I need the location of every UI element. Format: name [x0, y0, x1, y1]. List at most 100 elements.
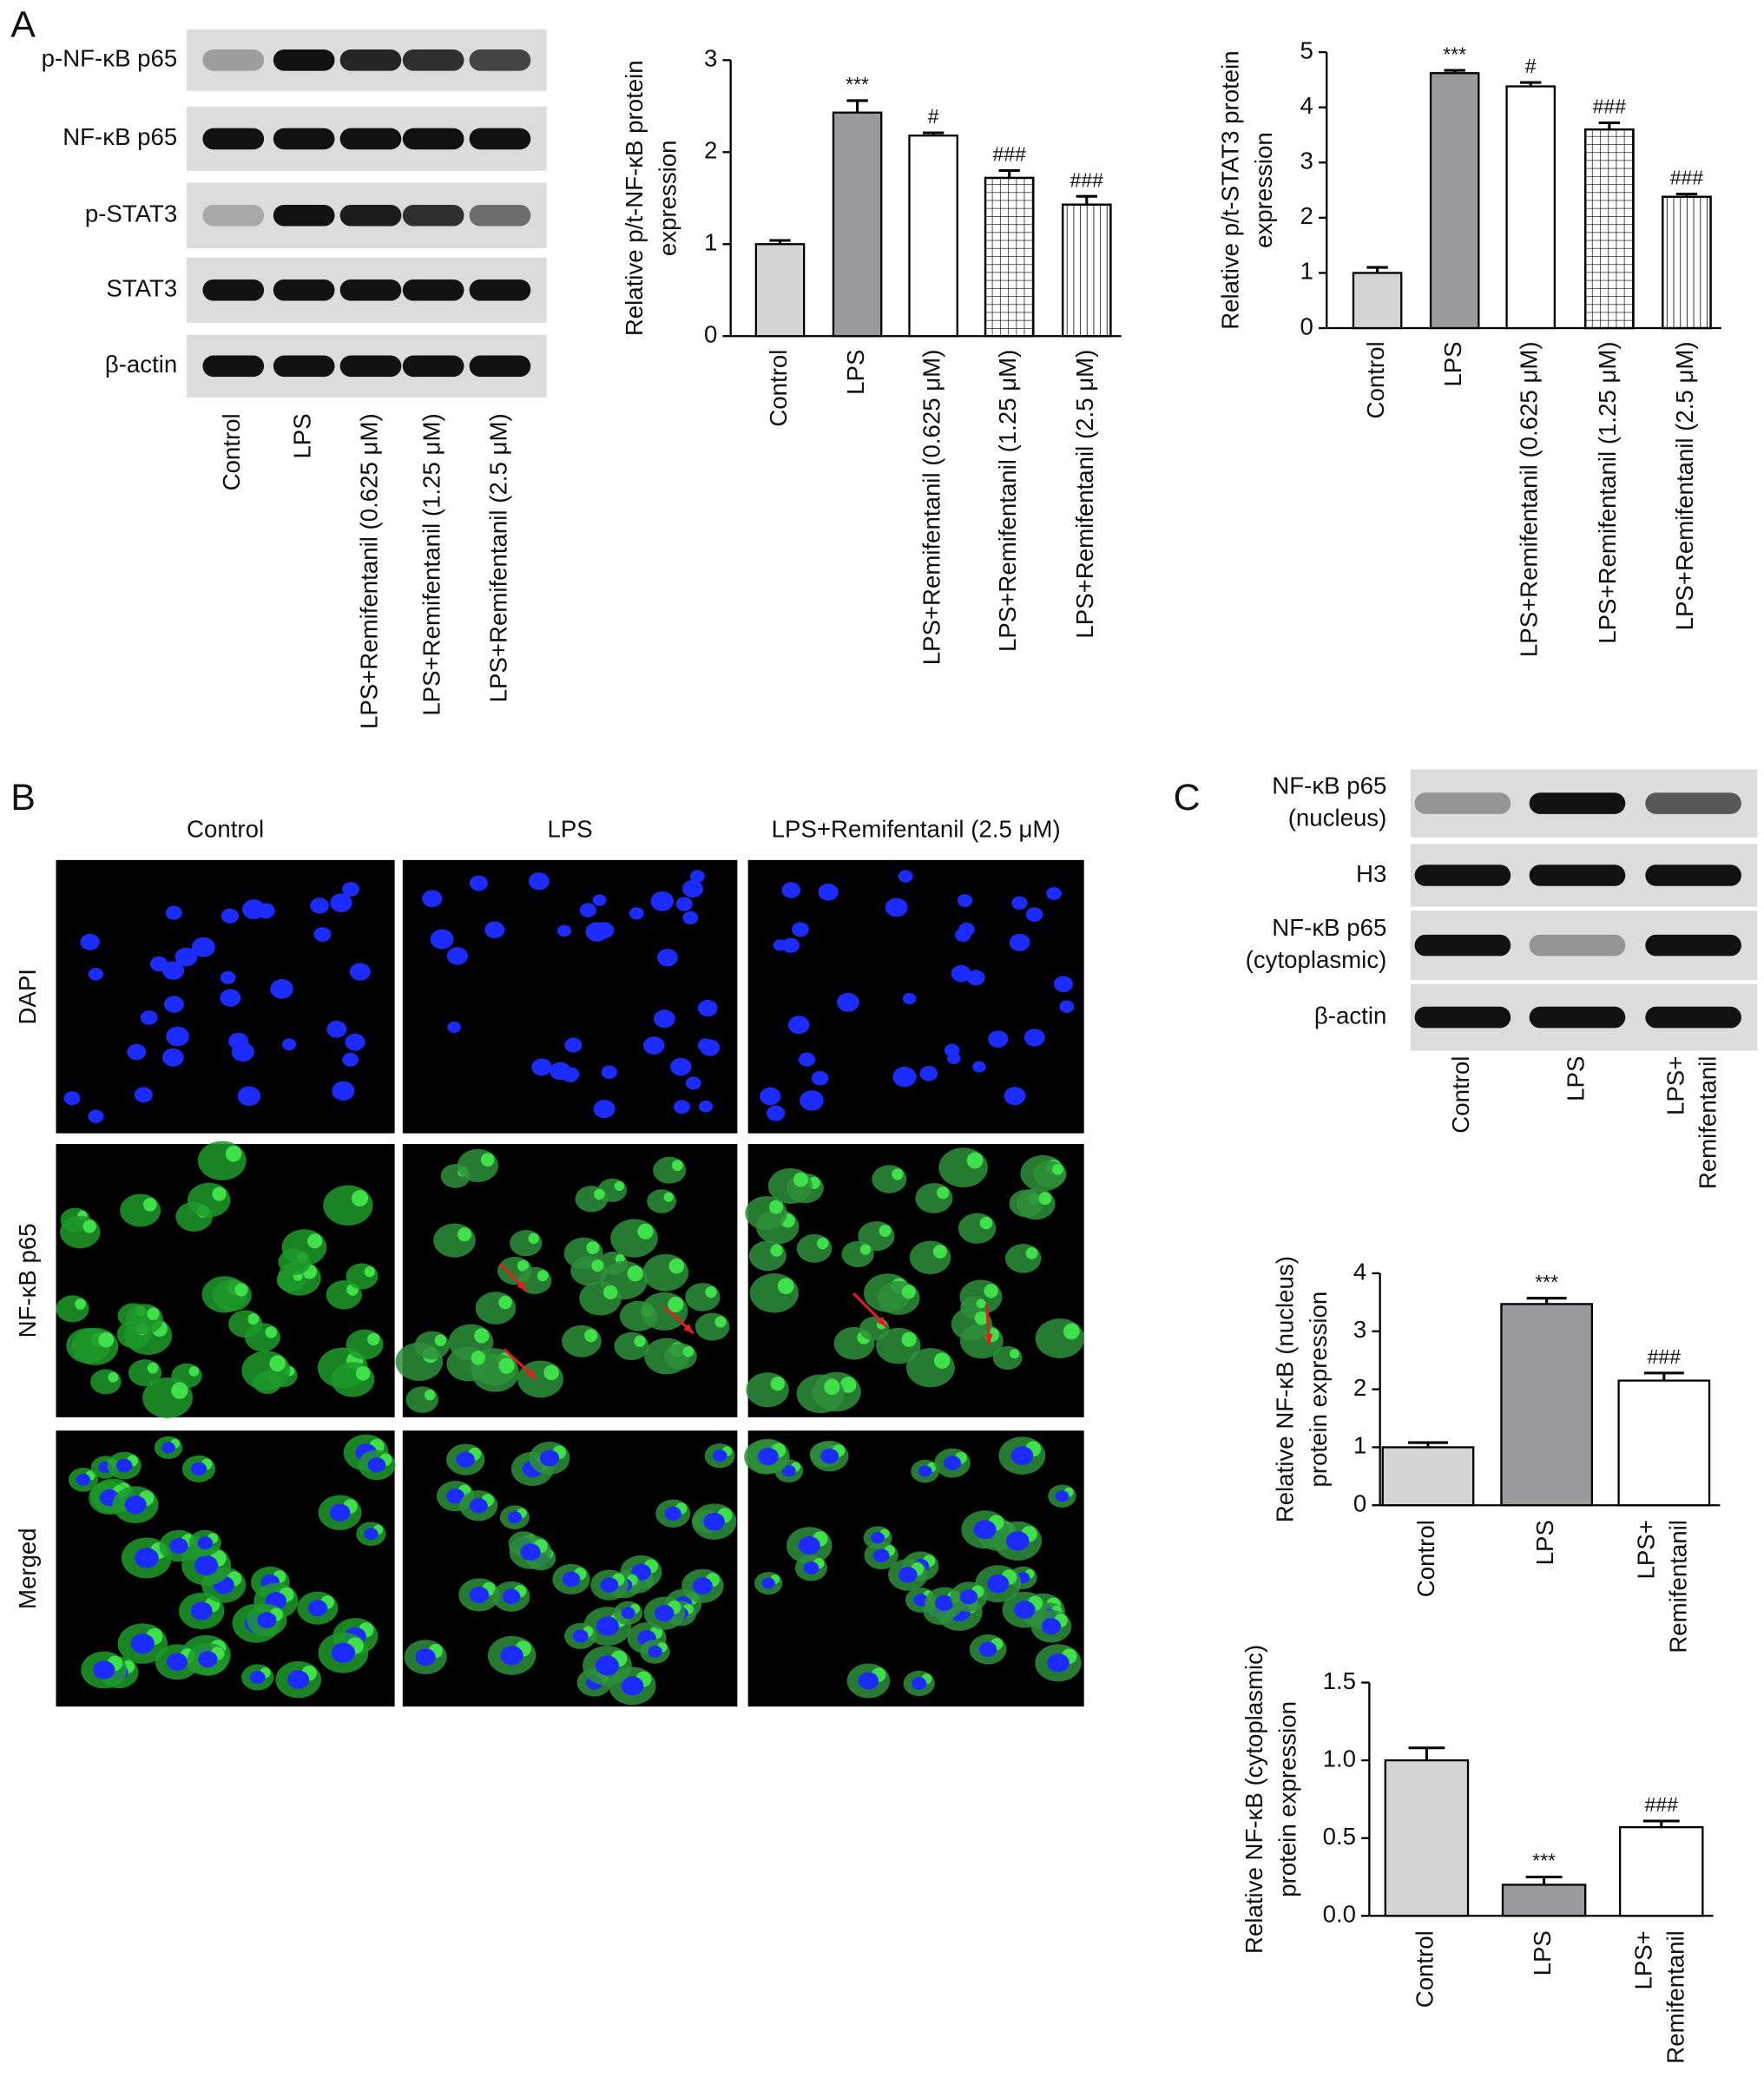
- column-header: LPS: [547, 815, 592, 842]
- cell-spot: [966, 1152, 984, 1169]
- y-tick-label: 4: [1300, 92, 1313, 119]
- blot-row-label: (nucleus): [1288, 804, 1387, 831]
- nucleus: [692, 1577, 713, 1594]
- nucleus: [1025, 907, 1043, 922]
- blot-band: [273, 355, 335, 378]
- cell-body: [457, 1148, 499, 1183]
- y-axis-label: protein expression: [1274, 1701, 1301, 1897]
- nucleus: [162, 961, 185, 980]
- blot-lane-label: Remifentanil: [1694, 1056, 1721, 1190]
- cell-body: [346, 1263, 378, 1290]
- nucleus: [918, 1465, 932, 1477]
- cell-body: [446, 1346, 490, 1382]
- nucleus: [528, 872, 550, 891]
- nucleus: [572, 1629, 589, 1643]
- nucleus: [469, 1586, 490, 1603]
- nucleus: [80, 933, 100, 950]
- nucleus: [135, 1548, 159, 1568]
- cell-body: [120, 1193, 161, 1227]
- x-tick-label: LPS+Remifentanil (1.25 μM): [994, 350, 1021, 652]
- cell-body: [614, 1331, 649, 1361]
- cell-spot: [584, 1329, 598, 1343]
- y-tick-label: 0.5: [1323, 1823, 1356, 1850]
- nucleus: [220, 989, 241, 1007]
- cell-spot: [770, 1376, 786, 1391]
- blot-band: [1414, 934, 1511, 957]
- blot-band: [339, 355, 402, 378]
- x-tick-label: Remifentanil: [1665, 1520, 1692, 1653]
- nucleus: [685, 1076, 701, 1090]
- cell-body: [281, 1229, 327, 1266]
- cell-body: [767, 1167, 813, 1205]
- cell-spot: [932, 1245, 947, 1259]
- nucleus: [621, 1607, 635, 1620]
- cell-spot: [824, 1378, 840, 1396]
- nucleus: [190, 1601, 213, 1621]
- cell-spot: [879, 1224, 892, 1238]
- cell-spot: [351, 1190, 369, 1207]
- nucleus: [872, 1548, 890, 1563]
- blot-band: [1529, 864, 1626, 886]
- nucleus: [973, 1520, 997, 1540]
- nucleus: [944, 1456, 961, 1470]
- cell-body: [909, 1240, 951, 1275]
- cell-spot: [816, 1237, 829, 1250]
- cell-spot: [474, 1328, 490, 1344]
- nucleus: [944, 1043, 960, 1057]
- nucleus: [220, 970, 236, 984]
- cell-spot: [936, 1187, 950, 1200]
- nucleus: [682, 879, 703, 898]
- blot-band: [1645, 1006, 1741, 1029]
- nucleus: [885, 897, 908, 917]
- cell-body: [749, 1273, 799, 1313]
- cell-spot: [517, 1259, 530, 1272]
- blot-band: [273, 49, 335, 71]
- blot-row-label: NF-κB p65: [1272, 914, 1386, 941]
- nucleus: [818, 884, 839, 901]
- y-axis-label: Relative NF-κB (nucleus): [1271, 1256, 1298, 1522]
- cell-spot: [614, 1180, 624, 1192]
- blot-band: [469, 128, 531, 150]
- nucleus: [430, 929, 454, 950]
- y-tick-label: 2: [1300, 202, 1313, 229]
- cell-spot: [682, 1345, 694, 1358]
- blot-band: [1645, 792, 1741, 814]
- cell-body: [938, 1147, 988, 1188]
- micrograph: [747, 859, 1084, 1134]
- blot-row-label: β-actin: [1314, 1002, 1386, 1029]
- bar: [1501, 1883, 1587, 1917]
- column-header: Control: [187, 815, 264, 842]
- nucleus: [562, 1571, 581, 1588]
- nucleus: [249, 1670, 266, 1684]
- x-tick-label: LPS+: [1630, 1930, 1657, 1989]
- nucleus: [898, 1567, 918, 1583]
- error-bar: [1526, 1297, 1567, 1305]
- cell-body: [579, 1281, 622, 1316]
- nucleus: [675, 897, 693, 911]
- cell-spot: [247, 1313, 260, 1325]
- arrow-head: [876, 1317, 887, 1327]
- cell-spot: [480, 1153, 495, 1167]
- cell-spot: [839, 1377, 857, 1393]
- error-bar: [846, 99, 868, 113]
- nucleus: [88, 1109, 104, 1123]
- nucleus: [163, 996, 184, 1013]
- nucleus: [165, 905, 182, 920]
- cell-spot: [1063, 1323, 1080, 1340]
- cell-spot: [434, 1334, 447, 1346]
- cell-spot: [188, 1366, 200, 1377]
- bar: [1617, 1379, 1711, 1507]
- cell-body: [90, 1369, 122, 1395]
- cell-body: [796, 1374, 845, 1414]
- blot-lane-label: LPS+Remifentanil (1.25 μM): [418, 413, 444, 715]
- cell-spot: [663, 1192, 674, 1202]
- x-tick-label: Control: [1412, 1520, 1439, 1597]
- nucleus: [798, 1535, 820, 1555]
- nucleus: [703, 1512, 725, 1531]
- error-bar: [769, 239, 791, 245]
- nucleus: [500, 1646, 523, 1666]
- cell-spot: [171, 1382, 188, 1399]
- nucleus: [966, 970, 985, 986]
- annotation: ###: [1593, 95, 1627, 118]
- cell-body: [188, 1182, 231, 1218]
